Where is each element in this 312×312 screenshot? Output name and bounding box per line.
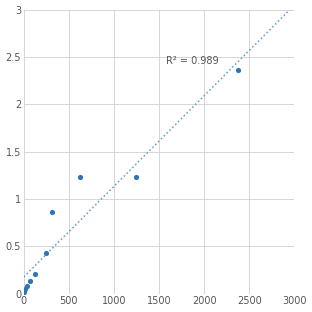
Point bbox=[21, 290, 26, 295]
Text: R² = 0.989: R² = 0.989 bbox=[166, 56, 219, 66]
Point bbox=[44, 251, 49, 256]
Point bbox=[24, 284, 29, 289]
Point bbox=[78, 175, 83, 180]
Point bbox=[27, 278, 32, 283]
Point bbox=[23, 287, 28, 292]
Point bbox=[134, 175, 139, 180]
Point bbox=[32, 271, 37, 276]
Point bbox=[235, 68, 240, 73]
Point bbox=[50, 210, 55, 215]
